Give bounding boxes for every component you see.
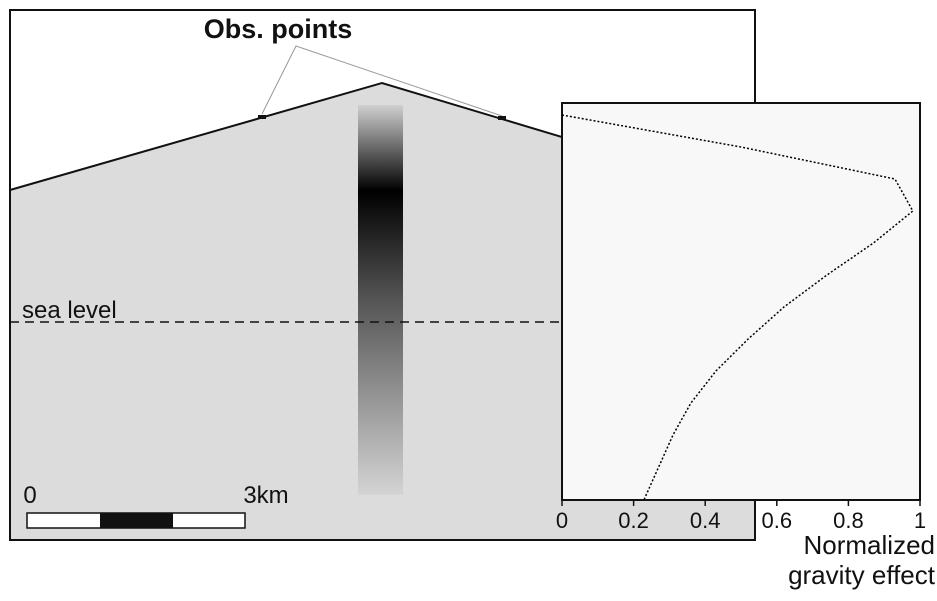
scale-bar-segment (100, 513, 173, 528)
x-tick-label: 0 (556, 508, 568, 533)
scale-end: 3km (243, 482, 288, 509)
obs-label: Obs. points (204, 14, 353, 44)
sea-level-label: sea level (22, 297, 117, 324)
scale-start: 0 (23, 482, 36, 509)
figure: sea level Obs. points 0 3km 00.20.40.60.… (0, 0, 937, 601)
density-column (358, 105, 403, 495)
obs-point (498, 116, 506, 120)
diagram: sea level Obs. points 0 3km 00.20.40.60.… (0, 0, 937, 601)
x-axis-label: Normalized gravity effect (760, 530, 935, 590)
x-tick-label: 0.2 (618, 508, 649, 533)
x-tick-label: 0.4 (690, 508, 721, 533)
obs-point (258, 115, 266, 119)
plot-area (562, 103, 920, 500)
